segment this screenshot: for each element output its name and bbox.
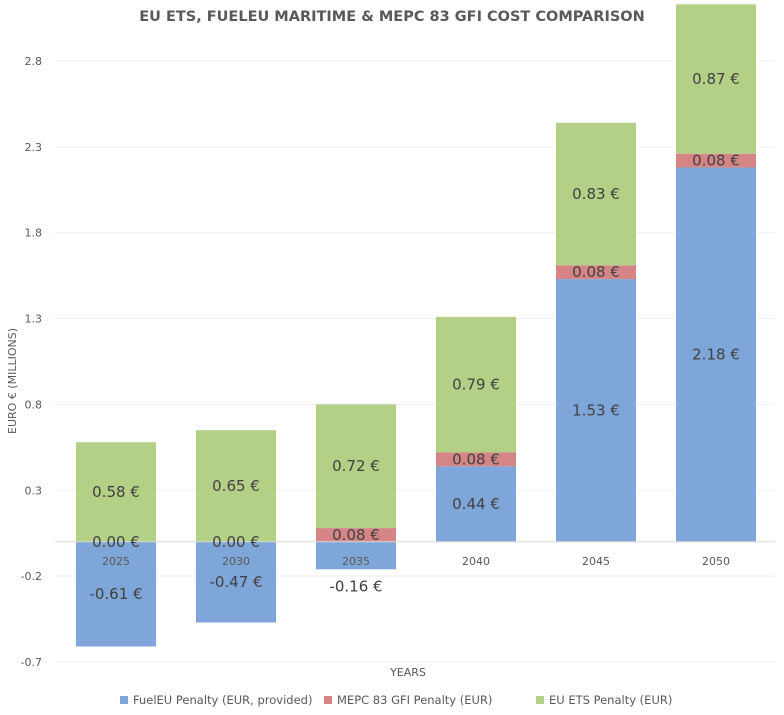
gridlines <box>55 60 775 663</box>
x-category-label: 2050 <box>702 555 730 568</box>
bar-fueleu-penalty-eur-provided-2030 <box>196 541 276 623</box>
bar-eu-ets-penalty-eur-2025 <box>76 442 156 542</box>
data-label: 0.72 € <box>332 457 380 475</box>
bar-fueleu-penalty-eur-provided-2025 <box>76 541 156 647</box>
y-tick-label: 0.3 <box>25 484 43 497</box>
y-tick-label: -0.2 <box>21 570 42 583</box>
y-axis-ticks: -0.7 -0.2 0.3 0.8 1.3 1.8 2.3 2.8 <box>21 55 42 669</box>
legend-swatch <box>324 696 332 704</box>
legend-swatch <box>120 696 128 704</box>
y-tick-label: 1.3 <box>25 313 43 326</box>
data-label: -0.61 € <box>89 585 142 603</box>
bar-mepc-83-gfi-penalty-eur-2045 <box>556 265 636 280</box>
data-label: -0.16 € <box>329 577 382 595</box>
x-category-label: 2040 <box>462 555 490 568</box>
legend-label: FuelEU Penalty (EUR, provided) <box>133 693 312 707</box>
legend-label: EU ETS Penalty (EUR) <box>549 693 672 707</box>
bar-mepc-83-gfi-penalty-eur-2050 <box>676 153 756 168</box>
data-label: 0.83 € <box>572 185 620 203</box>
bar-fueleu-penalty-eur-provided-2040 <box>436 466 516 542</box>
data-labels: -0.61 € 0.00 € 0.58 € -0.47 € 0.00 € 0.65 € -0… <box>89 70 739 603</box>
legend-swatch <box>536 696 544 704</box>
bar-fueleu-penalty-eur-provided-2045 <box>556 279 636 542</box>
y-tick-label: -0.7 <box>21 656 42 669</box>
data-label: 0.08 € <box>692 152 740 170</box>
y-tick-label: 1.8 <box>25 227 43 240</box>
bar-mepc-83-gfi-penalty-eur-2035 <box>316 528 396 542</box>
x-axis-categories: 2025 2030 2035 2040 2045 2050 <box>102 555 730 568</box>
bars <box>76 4 756 647</box>
y-tick-label: 2.8 <box>25 55 43 68</box>
data-label: 0.65 € <box>212 477 260 495</box>
data-label: 0.08 € <box>332 526 380 544</box>
data-label: 0.00 € <box>212 533 260 551</box>
data-label: 0.58 € <box>92 483 140 501</box>
bar-fueleu-penalty-eur-provided-2050 <box>676 167 756 542</box>
x-category-label: 2025 <box>102 555 130 568</box>
chart-title: EU ETS, FUELEU MARITIME & MEPC 83 GFI CO… <box>139 9 645 25</box>
data-label: 0.87 € <box>692 70 740 88</box>
data-label: 0.79 € <box>452 376 500 394</box>
legend: FuelEU Penalty (EUR, provided) MEPC 83 GF… <box>120 693 672 707</box>
data-label: -0.47 € <box>209 573 262 591</box>
bar-eu-ets-penalty-eur-2030 <box>196 430 276 542</box>
x-category-label: 2045 <box>582 555 610 568</box>
bar-eu-ets-penalty-eur-2045 <box>556 122 636 266</box>
data-label: 1.53 € <box>572 401 620 419</box>
y-axis-title: EURO € (MILLIONS) <box>6 328 19 434</box>
y-tick-label: 0.8 <box>25 398 43 411</box>
bar-eu-ets-penalty-eur-2040 <box>436 316 516 453</box>
data-label: 2.18 € <box>692 346 740 364</box>
bar-eu-ets-penalty-eur-2035 <box>316 404 396 529</box>
bar-fueleu-penalty-eur-provided-2035 <box>316 541 396 570</box>
bar-eu-ets-penalty-eur-2050 <box>676 4 756 154</box>
data-label: 0.44 € <box>452 495 500 513</box>
bar-mepc-83-gfi-penalty-eur-2040 <box>436 452 516 467</box>
data-label: 0.00 € <box>92 533 140 551</box>
x-axis-title: YEARS <box>389 666 426 679</box>
y-tick-label: 2.3 <box>25 141 43 154</box>
legend-label: MEPC 83 GFI Penalty (EUR) <box>337 693 492 707</box>
x-category-label: 2030 <box>222 555 250 568</box>
x-category-label: 2035 <box>342 555 370 568</box>
data-label: 0.08 € <box>452 450 500 468</box>
data-label: 0.08 € <box>572 263 620 281</box>
